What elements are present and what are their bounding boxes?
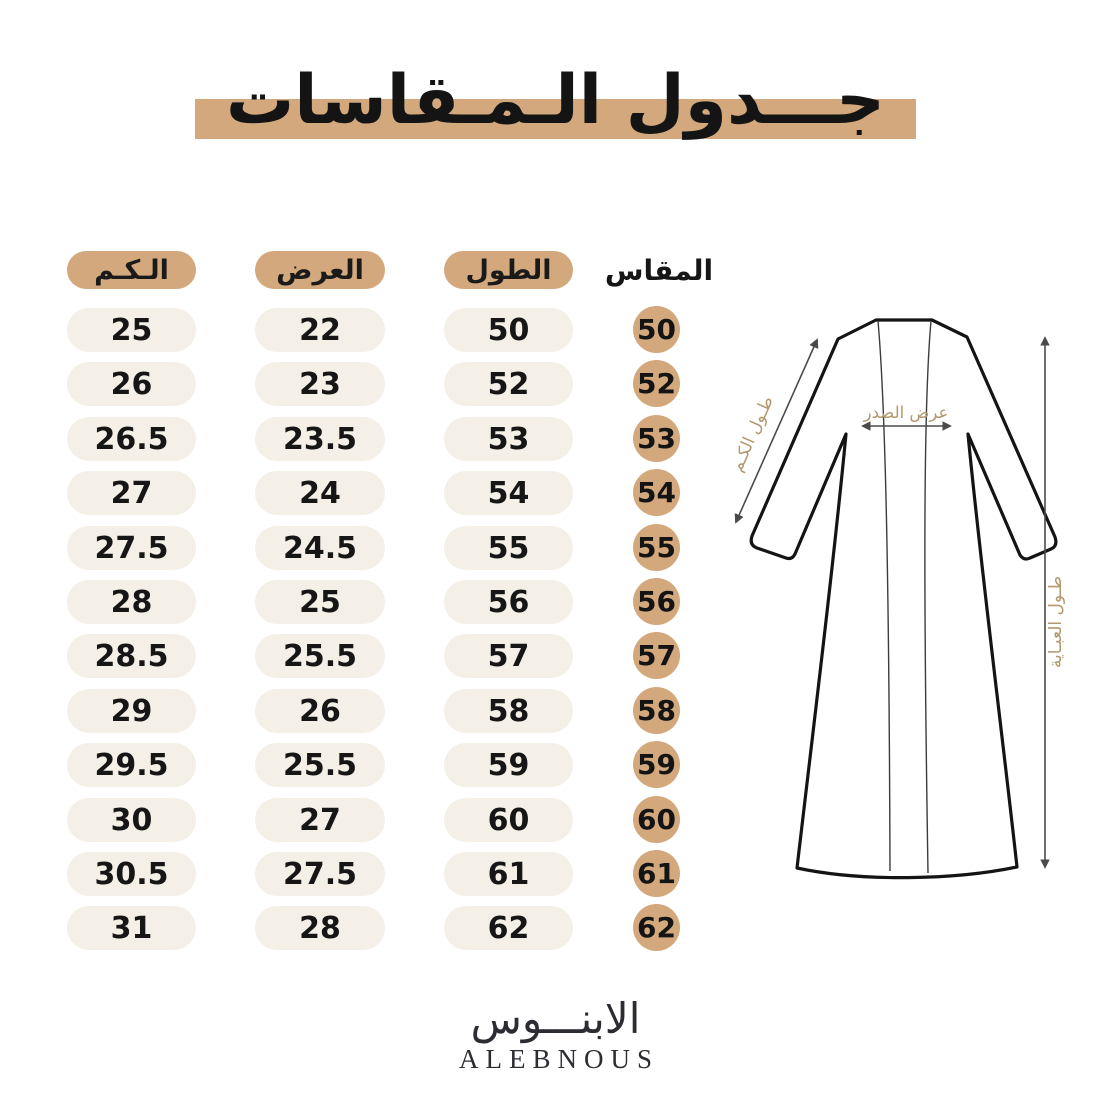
length-value: 55 — [444, 526, 573, 570]
sleeve-value: 29.5 — [67, 743, 196, 787]
abaya-outline — [749, 318, 1058, 880]
brand-logo: الابنـــوس ALEBNOUS — [0, 994, 1111, 1075]
sleeve-value: 30 — [67, 798, 196, 842]
sleeve-value: 26.5 — [67, 417, 196, 461]
size-badge: 53 — [633, 415, 680, 462]
header-width: العرض — [255, 251, 385, 289]
sleeve-length-arrow — [734, 338, 819, 524]
header-length: الطول — [444, 251, 573, 289]
table-row: 30.5 27.5 61 61 — [0, 850, 1111, 897]
table-row: 31 28 62 62 — [0, 904, 1111, 951]
abaya-length-label: طـول العبـاية — [1046, 576, 1066, 668]
table-header-row: الـكـم العرض الطول المقاس — [0, 251, 1111, 289]
width-value: 28 — [255, 906, 385, 950]
size-badge: 55 — [633, 524, 680, 571]
length-value: 56 — [444, 580, 573, 624]
length-value: 60 — [444, 798, 573, 842]
table-row: 30 27 60 60 — [0, 796, 1111, 843]
table-row: 29 26 58 58 — [0, 687, 1111, 734]
table-row: 29.5 25.5 59 59 — [0, 741, 1111, 788]
size-badge: 56 — [633, 578, 680, 625]
title-highlight-bar — [195, 99, 916, 139]
length-value: 53 — [444, 417, 573, 461]
page-title-wrap: جـــدول الـمـقاسات — [0, 36, 1111, 164]
width-value: 24.5 — [255, 526, 385, 570]
width-value: 27 — [255, 798, 385, 842]
sleeve-value: 27.5 — [67, 526, 196, 570]
sleeve-value: 27 — [67, 471, 196, 515]
table-row: 25 22 50 50 — [0, 306, 1111, 353]
sleeve-value: 25 — [67, 308, 196, 352]
page-title: جـــدول الـمـقاسات — [225, 60, 886, 140]
length-value: 61 — [444, 852, 573, 896]
table-row: 26 23 52 52 — [0, 360, 1111, 407]
size-badge: 61 — [633, 850, 680, 897]
sleeve-value: 26 — [67, 362, 196, 406]
table-row: 27 24 54 54 — [0, 469, 1111, 516]
size-badge: 58 — [633, 687, 680, 734]
header-size: المقاس — [604, 253, 714, 287]
width-value: 25.5 — [255, 743, 385, 787]
length-value: 62 — [444, 906, 573, 950]
sleeve-length-label: طـول الكـم — [727, 393, 778, 475]
length-value: 59 — [444, 743, 573, 787]
size-badge: 50 — [633, 306, 680, 353]
brand-logo-arabic: الابنـــوس — [470, 994, 641, 1043]
table-row: 28 25 56 56 — [0, 578, 1111, 625]
width-value: 23 — [255, 362, 385, 406]
sleeve-value: 31 — [67, 906, 196, 950]
size-badge: 59 — [633, 741, 680, 788]
chest-width-label: عرض الصدر — [863, 403, 949, 423]
size-badge: 54 — [633, 469, 680, 516]
width-value: 22 — [255, 308, 385, 352]
sleeve-value: 29 — [67, 689, 196, 733]
width-value: 27.5 — [255, 852, 385, 896]
table-row: 28.5 25.5 57 57 — [0, 632, 1111, 679]
abaya-diagram: عرض الصدر طـول الكـم طـول العبـاية — [727, 318, 1066, 880]
header-sleeve: الـكـم — [67, 251, 196, 289]
size-badge: 52 — [633, 360, 680, 407]
sleeve-value: 28 — [67, 580, 196, 624]
length-value: 58 — [444, 689, 573, 733]
brand-logo-latin: ALEBNOUS — [458, 1044, 659, 1074]
width-value: 26 — [255, 689, 385, 733]
width-value: 24 — [255, 471, 385, 515]
size-badge: 60 — [633, 796, 680, 843]
width-value: 25.5 — [255, 634, 385, 678]
sleeve-value: 30.5 — [67, 852, 196, 896]
sleeve-value: 28.5 — [67, 634, 196, 678]
front-opening-left-line — [877, 320, 891, 872]
length-value: 50 — [444, 308, 573, 352]
table-row: 26.5 23.5 53 53 — [0, 415, 1111, 462]
size-badge: 62 — [633, 904, 680, 951]
width-value: 23.5 — [255, 417, 385, 461]
length-value: 52 — [444, 362, 573, 406]
width-value: 25 — [255, 580, 385, 624]
length-value: 57 — [444, 634, 573, 678]
length-value: 54 — [444, 471, 573, 515]
table-row: 27.5 24.5 55 55 — [0, 524, 1111, 571]
front-opening-right-line — [924, 320, 932, 874]
size-badge: 57 — [633, 632, 680, 679]
